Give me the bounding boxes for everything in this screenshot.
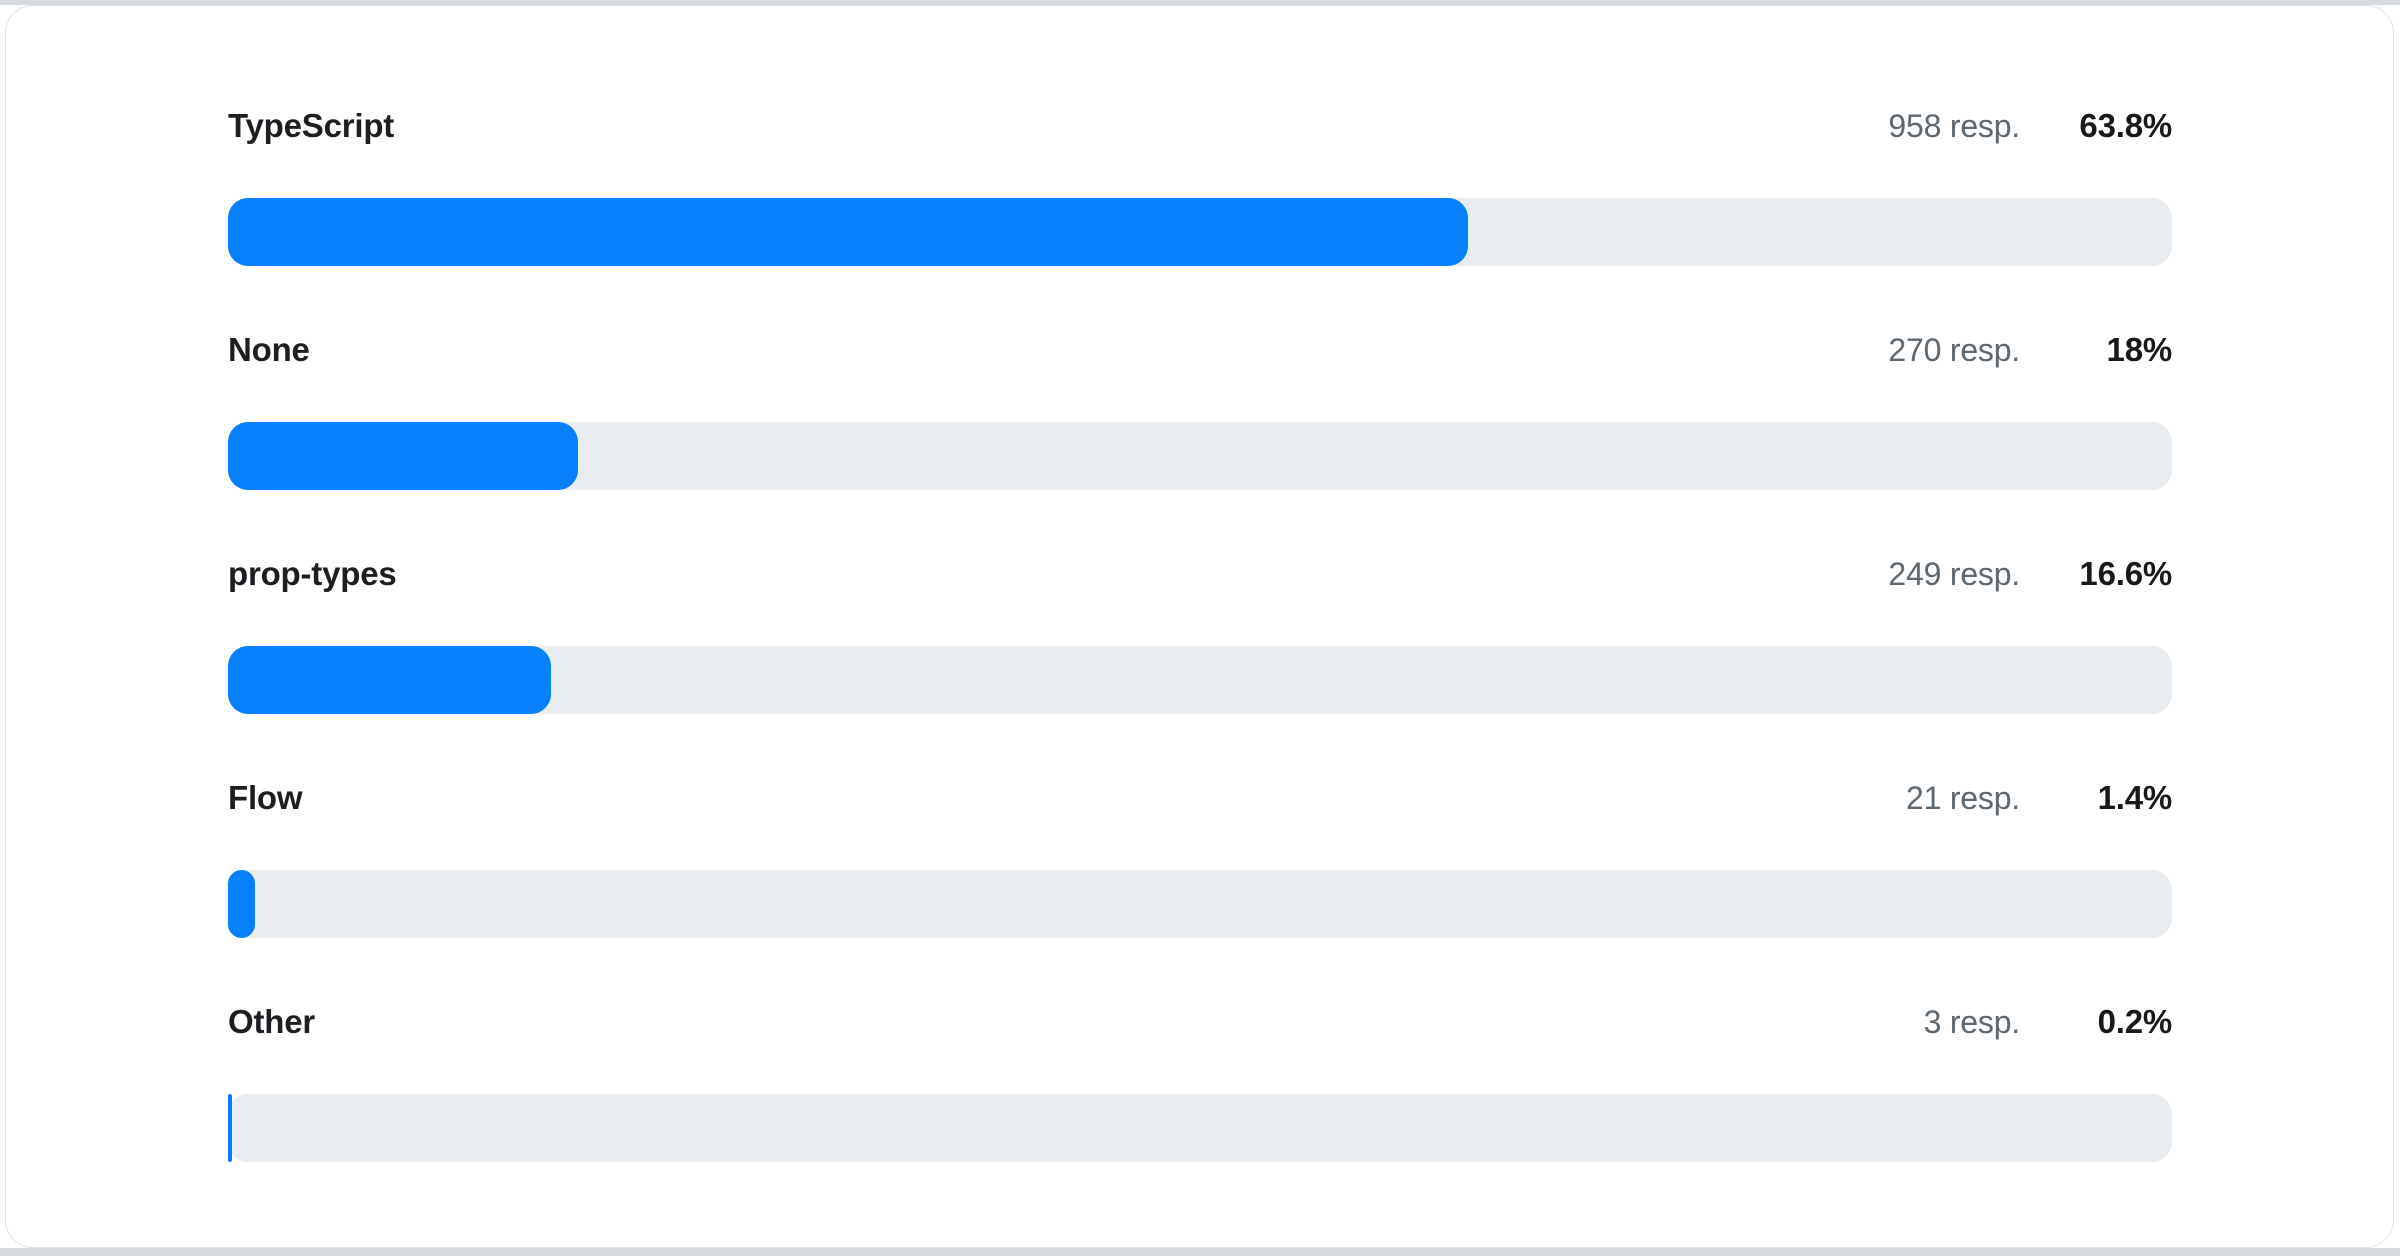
bar-track — [228, 198, 2172, 266]
percentage-value: 1.4% — [2097, 779, 2173, 816]
row-values: 958 resp. 63.8% — [1888, 106, 2172, 146]
percentage-value: 0.2% — [2097, 1003, 2173, 1040]
bar-track — [228, 646, 2172, 714]
row-values: 21 resp. 1.4% — [1906, 778, 2172, 818]
chart-row-header: None 270 resp. 18% — [228, 330, 2172, 370]
bar-track — [228, 870, 2172, 938]
respondent-count: 3 resp. — [1923, 1004, 2021, 1040]
percentage-value: 18% — [2106, 331, 2173, 368]
bar-fill — [228, 1094, 232, 1162]
chart-row: Flow 21 resp. 1.4% — [228, 778, 2172, 938]
row-values: 3 resp. 0.2% — [1923, 1002, 2173, 1042]
bar-fill — [228, 870, 256, 938]
bar-chart: TypeScript 958 resp. 63.8% None 270 resp… — [228, 106, 2172, 1162]
survey-results-card: TypeScript 958 resp. 63.8% None 270 resp… — [5, 5, 2394, 1248]
bar-fill — [228, 198, 1469, 266]
chart-row: Other 3 resp. 0.2% — [228, 1002, 2172, 1162]
row-values: 249 resp. 16.6% — [1888, 554, 2172, 594]
category-label: Other — [228, 1003, 316, 1040]
row-values: 270 resp. 18% — [1888, 330, 2172, 370]
chart-row: prop-types 249 resp. 16.6% — [228, 554, 2172, 714]
bar-track — [228, 422, 2172, 490]
bar-track — [228, 1094, 2172, 1162]
respondent-count: 270 resp. — [1888, 332, 2020, 368]
chart-row-header: TypeScript 958 resp. 63.8% — [228, 106, 2172, 146]
respondent-count: 249 resp. — [1888, 556, 2020, 592]
category-label: TypeScript — [228, 107, 395, 144]
category-label: Flow — [228, 779, 303, 816]
respondent-count: 21 resp. — [1905, 780, 2020, 816]
chart-row-header: Flow 21 resp. 1.4% — [228, 778, 2172, 818]
chart-row: TypeScript 958 resp. 63.8% — [228, 106, 2172, 266]
chart-row: None 270 resp. 18% — [228, 330, 2172, 490]
chart-row-header: prop-types 249 resp. 16.6% — [228, 554, 2172, 594]
chart-row-header: Other 3 resp. 0.2% — [228, 1002, 2172, 1042]
page-background-top-edge — [0, 0, 2400, 5]
bar-fill — [228, 422, 578, 490]
bar-fill — [228, 646, 551, 714]
category-label: None — [228, 331, 310, 368]
page-background-bottom-edge — [0, 1248, 2400, 1256]
category-label: prop-types — [228, 555, 397, 592]
respondent-count: 958 resp. — [1888, 108, 2020, 144]
percentage-value: 63.8% — [2079, 107, 2172, 144]
percentage-value: 16.6% — [2079, 555, 2172, 592]
